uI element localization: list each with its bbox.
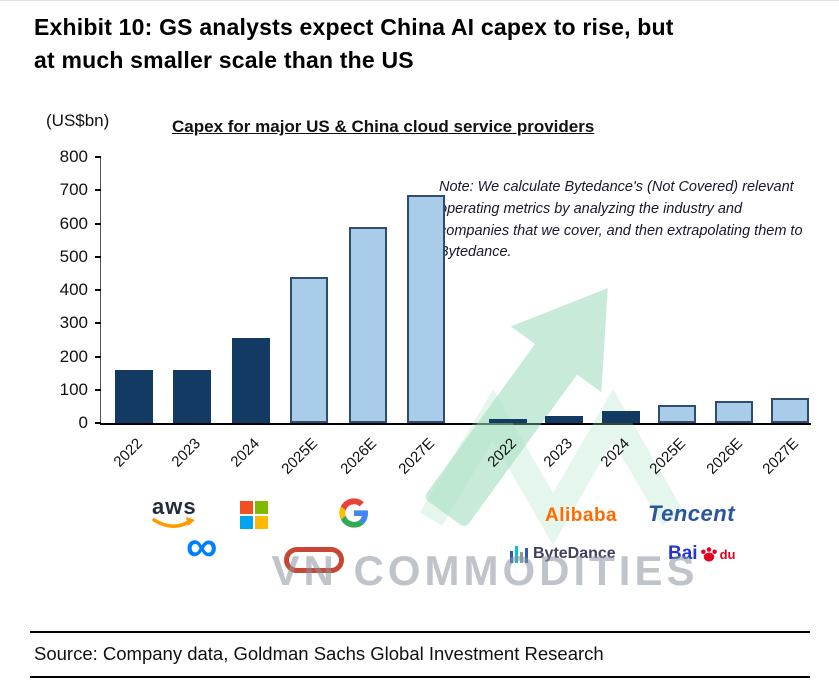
bar-china-2027e	[771, 398, 809, 423]
y-tick-label-0: 0	[78, 413, 88, 432]
chart-title: Capex for major US & China cloud service…	[172, 117, 595, 136]
bar-china-2026e	[714, 401, 753, 423]
tencent-logo: Tencent	[648, 501, 736, 526]
bytedance-bars-icon	[510, 545, 528, 563]
x-axis-label-us-2025e: 2025E	[278, 435, 322, 478]
x-axis-label-us-2022: 2022	[110, 435, 147, 471]
y-tick-label-200: 200	[59, 346, 88, 366]
x-axis-label-us-2027e: 2027E	[395, 435, 439, 478]
x-axis-label-china-2022: 2022	[484, 435, 521, 471]
y-tick-mark	[95, 422, 101, 424]
y-tick-label-300: 300	[59, 313, 88, 333]
x-axis-label-us-2024: 2024	[227, 435, 263, 471]
aws-logo-icon: aws	[152, 494, 197, 536]
y-axis: 0 100 200 300 400 500 600 700 800	[38, 147, 92, 432]
y-tick-mark	[95, 189, 101, 192]
exhibit-title: Exhibit 10: GS analysts expect China AI …	[34, 11, 814, 78]
y-axis-unit-label: (US$bn)	[46, 111, 110, 130]
exhibit-title-line2: at much smaller scale than the US	[34, 47, 414, 74]
bar-us-2026e	[348, 226, 387, 423]
y-tick-mark	[95, 388, 101, 391]
baidu-paw-icon	[700, 547, 717, 562]
baidu-logo: Bai du	[668, 543, 735, 565]
meta-logo-icon: ∞	[186, 522, 218, 571]
y-tick-mark	[95, 289, 101, 291]
bar-china-2025e	[658, 404, 697, 423]
bytedance-logo-text: ByteDance	[533, 545, 616, 562]
y-tick-mark	[95, 355, 101, 358]
exhibit-title-line1: Exhibit 10: GS analysts expect China AI …	[34, 14, 674, 40]
bar-us-2023	[173, 369, 212, 423]
y-tick-mark	[95, 156, 101, 158]
y-tick-label-700: 700	[59, 180, 88, 200]
x-axis-label-china-2023: 2023	[540, 435, 577, 471]
x-axis-label-china-2027e: 2027E	[759, 435, 803, 478]
y-tick-mark	[95, 322, 101, 325]
baidu-logo-text-du: du	[719, 546, 736, 562]
source-text: Source: Company data, Goldman Sachs Glob…	[34, 643, 604, 664]
baidu-logo-text-bai: Bai	[668, 543, 698, 564]
bar-us-2025e	[290, 276, 329, 423]
microsoft-square-yellow	[255, 516, 268, 529]
company-logos-section: aws ∞ Alibaba Tencent	[0, 491, 839, 621]
y-tick-label-400: 400	[59, 280, 88, 299]
microsoft-square-green	[255, 501, 268, 514]
microsoft-logo-icon	[240, 501, 268, 529]
y-tick-label-600: 600	[59, 213, 88, 233]
y-tick-mark	[95, 222, 101, 225]
x-axis-label-us-2023: 2023	[168, 435, 205, 471]
bar-china-2024	[601, 411, 640, 423]
aws-logo-text: aws	[152, 494, 197, 519]
y-tick-mark	[95, 255, 101, 258]
aws-smile-icon	[152, 517, 196, 528]
microsoft-square-red	[240, 501, 253, 514]
bar-china-2023	[545, 416, 584, 423]
oracle-logo-icon	[284, 547, 344, 573]
y-tick-label-800: 800	[59, 147, 88, 166]
microsoft-square-blue	[240, 516, 253, 529]
bar-us-2027e	[407, 195, 445, 423]
y-tick-label-100: 100	[59, 379, 88, 399]
x-axis-label-china-2025e: 2025E	[646, 435, 690, 478]
x-axis-label-china-2024: 2024	[597, 435, 633, 471]
chart-note: Note: We calculate Bytedance's (Not Cove…	[439, 179, 803, 261]
x-axis-label-us-2026e: 2026E	[336, 435, 380, 478]
bar-us-2024	[231, 338, 270, 423]
y-tick-label-500: 500	[59, 246, 88, 266]
bar-chart-plot-area: Note: We calculate Bytedance's (Not Cove…	[95, 156, 811, 546]
google-logo-icon	[338, 497, 370, 534]
bar-us-2022	[115, 369, 153, 423]
bar-china-2022	[489, 419, 527, 423]
source-footer: Source: Company data, Goldman Sachs Glob…	[30, 631, 810, 678]
x-axis-label-china-2026e: 2026E	[702, 435, 746, 478]
bytedance-logo: ByteDance	[510, 545, 616, 563]
alibaba-logo: Alibaba	[545, 505, 618, 526]
